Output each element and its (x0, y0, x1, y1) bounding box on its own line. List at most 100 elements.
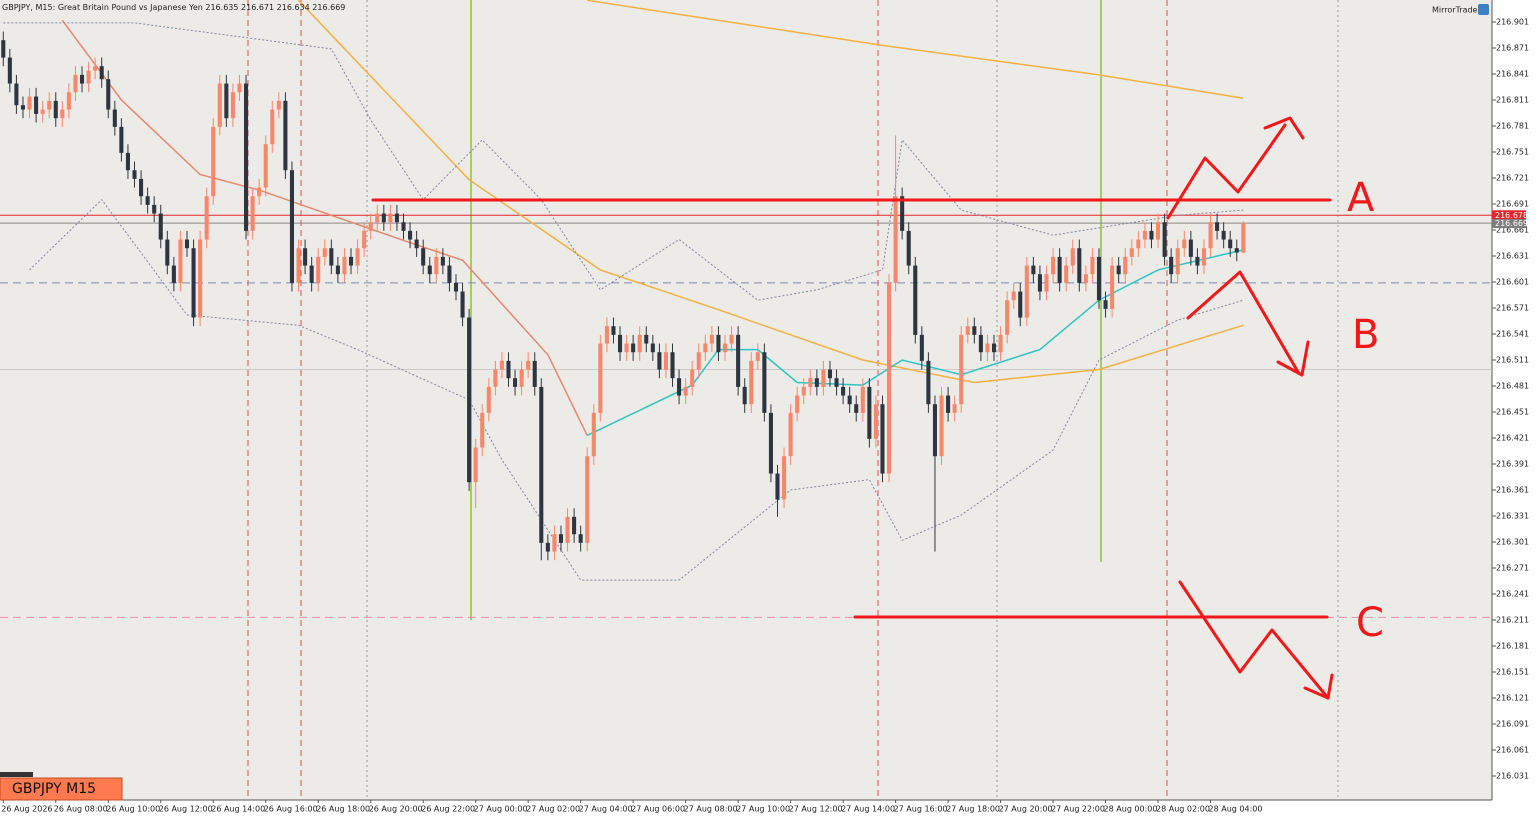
candle-body (112, 109, 117, 127)
candle-body (644, 334, 649, 344)
candle-body (1110, 265, 1115, 309)
last-price-box (1492, 219, 1526, 229)
last-price-label: 216.669 (1495, 219, 1528, 228)
candle-body (99, 66, 104, 80)
y-tick-label: 216.301 (1496, 537, 1529, 546)
candle-body (578, 534, 583, 543)
candle-body (388, 213, 393, 223)
candle-body (191, 248, 196, 318)
candle-body (736, 334, 741, 387)
drawn-arrow (1263, 116, 1305, 140)
candle-body (27, 96, 32, 110)
candle-body (368, 222, 373, 231)
candle-body (1182, 239, 1187, 249)
candle-body (1011, 291, 1016, 301)
x-tick-label: 26 Aug 16:00 (264, 805, 318, 814)
y-tick-label: 216.541 (1496, 330, 1529, 339)
candle-body (480, 412, 485, 448)
candle-body (749, 360, 754, 405)
ask-label: 216.678 (1495, 211, 1528, 220)
candle-body (722, 343, 728, 353)
candle-body (303, 248, 308, 266)
candle-body (204, 196, 209, 240)
candle-body (834, 378, 839, 387)
candle-body (624, 343, 629, 353)
x-tick-label: 27 Aug 04:00 (579, 805, 633, 814)
candle-body (20, 105, 25, 110)
candle-body (1064, 265, 1069, 283)
candle-body (913, 265, 918, 335)
y-tick-label: 216.031 (1496, 771, 1529, 780)
candle-body (1077, 248, 1082, 283)
candle-body (119, 126, 124, 153)
candle-body (237, 83, 242, 93)
candle-body (1070, 248, 1075, 266)
candle-body (1208, 222, 1213, 249)
candle-body (296, 248, 301, 283)
candle-body (257, 187, 262, 197)
candle-body (414, 239, 419, 249)
candle-body (1044, 274, 1049, 292)
candle-body (453, 282, 459, 292)
candle-body (250, 196, 255, 231)
candle-body (1169, 256, 1174, 275)
candle-body (965, 326, 970, 335)
candle-body (880, 404, 885, 474)
x-tick-label: 27 Aug 02:00 (526, 805, 580, 814)
candle-body (506, 360, 511, 379)
annotation: C (1356, 600, 1384, 646)
candle-body (985, 343, 990, 353)
candle-body (1188, 239, 1193, 257)
ask-box (1492, 210, 1526, 220)
candle-body (900, 196, 905, 231)
candle-body (946, 395, 951, 413)
y-tick-label: 216.721 (1496, 174, 1529, 183)
drawn-arrow (1178, 580, 1330, 700)
candle-body (467, 317, 472, 483)
candle-body (125, 152, 130, 171)
candle-body (1149, 230, 1154, 240)
candle-body (657, 352, 662, 370)
candle-body (244, 83, 249, 231)
candle-body (79, 74, 85, 84)
time-axis (0, 800, 1492, 817)
y-tick-label: 216.631 (1496, 252, 1529, 261)
candle-body (552, 534, 557, 552)
candle-body (1195, 256, 1200, 266)
indicator-line (61, 19, 588, 436)
candle-body (1083, 274, 1088, 283)
candle-body (394, 213, 399, 223)
x-tick-label: 27 Aug 00:00 (474, 805, 528, 814)
y-tick-label: 216.391 (1496, 460, 1529, 469)
price-axis (1492, 0, 1536, 817)
candle-body (60, 109, 65, 119)
candle-body (893, 196, 898, 283)
candle-body (1123, 256, 1128, 275)
x-tick-label: 26 Aug 14:00 (211, 805, 265, 814)
annotation: B (1352, 312, 1379, 358)
candle-body (932, 404, 937, 457)
candle-body (1, 40, 6, 58)
candle-body (1201, 248, 1207, 266)
candle-body (1057, 256, 1062, 283)
candle-body (670, 352, 675, 379)
candle-body (375, 213, 380, 223)
badge-bar (0, 772, 33, 777)
y-tick-label: 216.241 (1496, 589, 1529, 598)
candle-body (886, 282, 892, 474)
candle-body (703, 343, 708, 353)
candle-body (362, 230, 367, 249)
last-close: 216.669 (312, 3, 345, 12)
x-tick-label: 26 Aug 08:00 (54, 805, 108, 814)
candle-body (998, 334, 1003, 353)
x-tick-label: 26 Aug 2026 (1, 805, 52, 814)
candle-body (1215, 222, 1220, 231)
candle-body (1005, 300, 1010, 335)
candle-body (795, 395, 800, 413)
y-tick-label: 216.211 (1496, 615, 1529, 624)
candle-body (53, 100, 58, 119)
candle-body (821, 369, 826, 387)
annotation: A (1347, 175, 1375, 221)
candle-body (1116, 265, 1121, 275)
